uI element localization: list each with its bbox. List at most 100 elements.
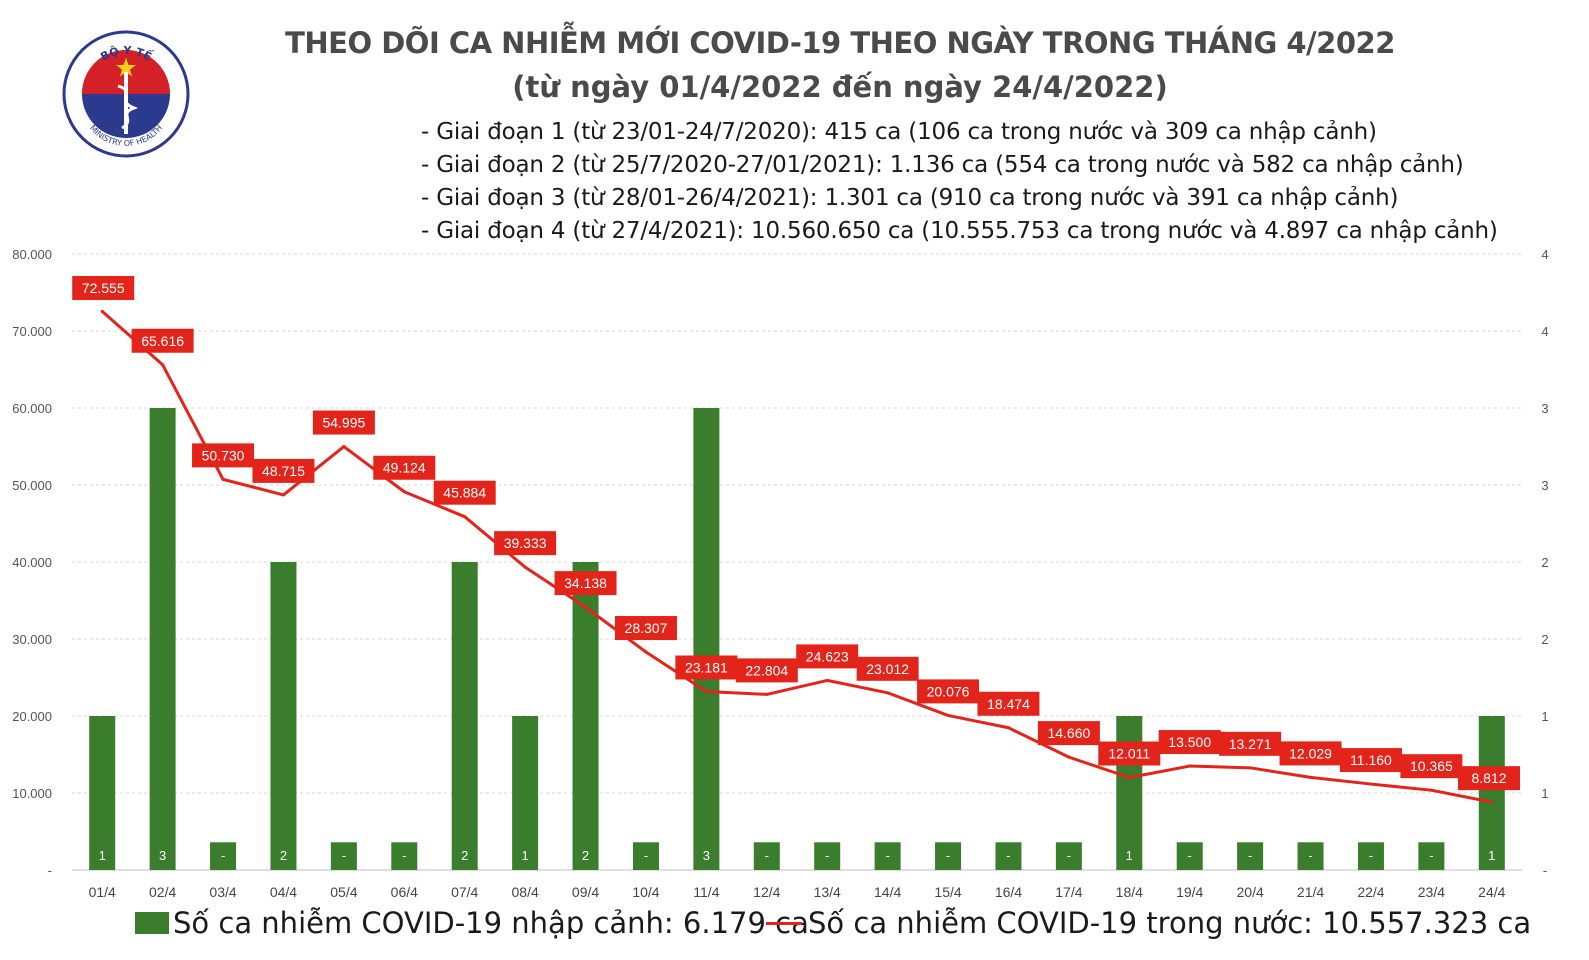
legend-bar-entry: Số ca nhiễm COVID-19 nhập cảnh: 6.179 ca xyxy=(135,906,809,940)
line-point xyxy=(1490,800,1494,804)
legend-line-entry: Số ca nhiễm COVID-19 trong nước: 10.557.… xyxy=(766,906,1531,940)
x-tick-label: 13/4 xyxy=(814,884,841,900)
line-data-label-box xyxy=(917,679,980,704)
line-data-label: 13.500 xyxy=(1168,734,1211,750)
bar-label: - xyxy=(644,848,648,863)
line-point xyxy=(221,477,225,481)
chart-legend: Số ca nhiễm COVID-19 nhập cảnh: 6.179 ca… xyxy=(0,906,1589,956)
line-point xyxy=(946,713,950,717)
left-tick-label: 10.000 xyxy=(12,786,52,801)
bar-label: - xyxy=(1248,848,1252,863)
bar xyxy=(995,842,1022,870)
line-data-label-box xyxy=(1098,741,1161,766)
title-line-1: THEO DÕI CA NHIỄM MỚI COVID-19 THEO NGÀY… xyxy=(285,26,1395,60)
bar-label: - xyxy=(765,848,769,863)
line-data-label-box xyxy=(614,616,677,641)
line-point xyxy=(100,309,104,313)
line-data-label: 54.995 xyxy=(322,415,365,431)
line-data-label-box xyxy=(1158,730,1221,755)
bar xyxy=(1357,842,1384,870)
line-point xyxy=(1248,766,1252,770)
line-data-label: 24.623 xyxy=(806,648,849,664)
bar-label: 1 xyxy=(1488,848,1495,863)
stage-note: - Giai đoạn 3 (từ 28/01-26/4/2021): 1.30… xyxy=(421,185,1399,211)
line-data-label-box xyxy=(735,658,798,683)
line-data-label-box xyxy=(252,458,315,483)
line-point xyxy=(1006,726,1010,730)
right-tick-label: 3 xyxy=(1541,401,1548,416)
line-data-label-box xyxy=(373,455,436,480)
left-tick-label: 70.000 xyxy=(12,324,52,339)
line-data-label-box xyxy=(977,691,1040,716)
x-tick-label: 10/4 xyxy=(632,884,659,900)
line-data-label-box xyxy=(1400,754,1463,779)
bar xyxy=(814,842,841,870)
line-data-label-box xyxy=(494,531,557,556)
line-data-label-box xyxy=(192,443,255,468)
x-tick-label: 14/4 xyxy=(874,884,901,900)
x-tick-label: 21/4 xyxy=(1297,884,1324,900)
legend-bar-label: Số ca nhiễm COVID-19 nhập cảnh: 6.179 ca xyxy=(173,906,809,940)
logo-star-icon xyxy=(116,58,136,77)
line-point xyxy=(825,678,829,682)
left-tick-label: - xyxy=(48,863,52,878)
right-tick-label: 2 xyxy=(1541,632,1548,647)
x-tick-label: 12/4 xyxy=(753,884,780,900)
bar-label: - xyxy=(825,848,829,863)
stage-note: - Giai đoạn 2 (từ 25/7/2020-27/01/2021):… xyxy=(421,152,1464,178)
bar xyxy=(693,408,720,870)
right-tick-label: 2 xyxy=(1541,555,1548,570)
stage-notes: - Giai đoạn 1 (từ 23/01-24/7/2020): 415 … xyxy=(421,116,1498,248)
line-data-label: 39.333 xyxy=(504,535,547,551)
line-data-label: 50.730 xyxy=(202,447,245,463)
bar-label: - xyxy=(402,848,406,863)
bar xyxy=(149,408,176,870)
title-line-2: (từ ngày 01/4/2022 đến ngày 24/4/2022) xyxy=(512,70,1168,104)
line-data-label-box xyxy=(1279,741,1342,766)
x-tick-label: 02/4 xyxy=(149,884,176,900)
line-data-label-box xyxy=(856,656,919,681)
bar-label: - xyxy=(1067,848,1071,863)
line-data-label-box xyxy=(1339,748,1402,773)
bar-label: - xyxy=(885,848,889,863)
line-data-label: 12.011 xyxy=(1108,746,1150,762)
bar-label: 2 xyxy=(461,848,468,863)
line-point xyxy=(161,363,165,367)
right-tick-label: - xyxy=(1543,863,1547,878)
svg-text:BỘ Y TẾ: BỘ Y TẾ xyxy=(98,44,155,64)
line-data-label-box xyxy=(1458,766,1520,791)
bar-label: 1 xyxy=(1126,848,1133,863)
line-data-label-box xyxy=(675,655,738,680)
line-data-label-box xyxy=(1037,721,1100,746)
x-tick-label: 18/4 xyxy=(1116,884,1143,900)
x-tick-label: 19/4 xyxy=(1176,884,1203,900)
line-data-label: 22.804 xyxy=(745,662,788,678)
line-data-label: 20.076 xyxy=(927,683,970,699)
bar-label: - xyxy=(1429,848,1433,863)
line-data-label: 14.660 xyxy=(1047,725,1090,741)
x-tick-label: 16/4 xyxy=(995,884,1022,900)
bar xyxy=(1478,716,1505,870)
left-tick-label: 40.000 xyxy=(12,555,52,570)
line-data-label: 13.271 xyxy=(1229,736,1272,752)
x-tick-label: 04/4 xyxy=(270,884,297,900)
bar xyxy=(1237,842,1264,870)
x-tick-label: 07/4 xyxy=(451,884,478,900)
x-tick-label: 20/4 xyxy=(1237,884,1264,900)
x-tick-label: 03/4 xyxy=(209,884,236,900)
bar xyxy=(270,562,297,870)
covid-chart: - 10.000 20.000 30.000 40.000 50.000 60.000 70.… xyxy=(12,247,1548,900)
bar xyxy=(330,842,357,870)
bar-label: - xyxy=(1369,848,1373,863)
line-data-label: 65.616 xyxy=(141,333,184,349)
right-tick-label: 3 xyxy=(1541,478,1548,493)
bar xyxy=(632,842,659,870)
chart-title: THEO DÕI CA NHIỄM MỚI COVID-19 THEO NGÀY… xyxy=(240,26,1440,104)
stage-note: - Giai đoạn 1 (từ 23/01-24/7/2020): 415 … xyxy=(421,119,1377,145)
line-point xyxy=(1429,788,1433,792)
line-point xyxy=(342,445,346,449)
line-data-label: 12.029 xyxy=(1289,745,1332,761)
line-point xyxy=(1127,776,1131,780)
bar xyxy=(753,842,780,870)
line-point xyxy=(1188,764,1192,768)
